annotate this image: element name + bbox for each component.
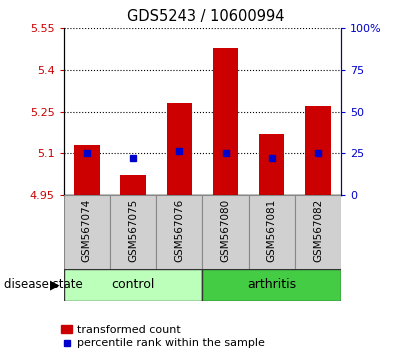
Text: disease state: disease state [4, 279, 83, 291]
Bar [259, 134, 284, 195]
Bar [110, 195, 156, 269]
Bar [74, 145, 99, 195]
Bar [305, 106, 331, 195]
Bar [295, 195, 341, 269]
Bar [213, 48, 238, 195]
Text: GSM567074: GSM567074 [82, 199, 92, 262]
Text: GSM567082: GSM567082 [313, 199, 323, 262]
Text: GSM567081: GSM567081 [267, 199, 277, 262]
Text: GSM567076: GSM567076 [174, 199, 184, 262]
Bar [64, 195, 110, 269]
Text: GSM567080: GSM567080 [221, 199, 231, 262]
Bar [120, 175, 146, 195]
Bar [166, 103, 192, 195]
Legend: transformed count, percentile rank within the sample: transformed count, percentile rank withi… [61, 325, 264, 348]
Bar [64, 269, 203, 301]
Bar [249, 195, 295, 269]
Bar [203, 195, 249, 269]
Text: GDS5243 / 10600994: GDS5243 / 10600994 [127, 9, 284, 24]
Bar [156, 195, 203, 269]
Text: ▶: ▶ [50, 279, 60, 291]
Text: arthritis: arthritis [247, 279, 296, 291]
Text: GSM567075: GSM567075 [128, 199, 138, 262]
Text: control: control [111, 279, 155, 291]
Bar [203, 269, 341, 301]
